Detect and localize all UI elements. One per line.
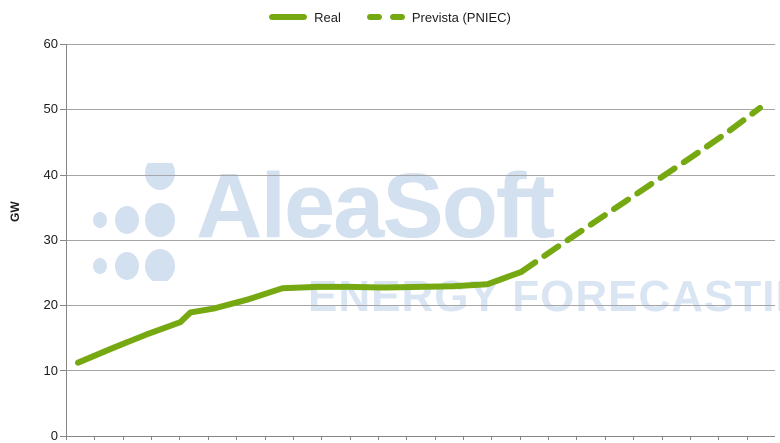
series-line-prevista [518, 104, 763, 275]
y-tick-label: 50 [43, 101, 58, 116]
legend-item-real[interactable]: Real [269, 11, 341, 24]
y-tick-label: 0 [50, 428, 58, 443]
y-tick-label: 20 [43, 297, 58, 312]
legend-swatch-dashed-icon [366, 14, 405, 20]
y-axis-tick-labels: 60 50 40 30 20 10 0 [0, 0, 58, 443]
chart-legend: Real Prevista (PNIEC) [0, 6, 780, 28]
y-axis-ticks [60, 44, 66, 437]
y-tick-label: 60 [43, 36, 58, 51]
legend-swatch-solid-icon [269, 14, 308, 20]
x-axis-ticks [66, 436, 748, 440]
y-tick-label: 40 [43, 167, 58, 182]
axis-lines [66, 44, 775, 437]
y-tick-label: 30 [43, 232, 58, 247]
legend-label-prevista: Prevista (PNIEC) [411, 9, 511, 25]
legend-label-real: Real [314, 9, 341, 25]
legend-item-prevista[interactable]: Prevista (PNIEC) [366, 9, 511, 25]
gridlines [66, 44, 775, 371]
y-tick-label: 10 [43, 363, 58, 378]
series-line-real [75, 268, 525, 366]
